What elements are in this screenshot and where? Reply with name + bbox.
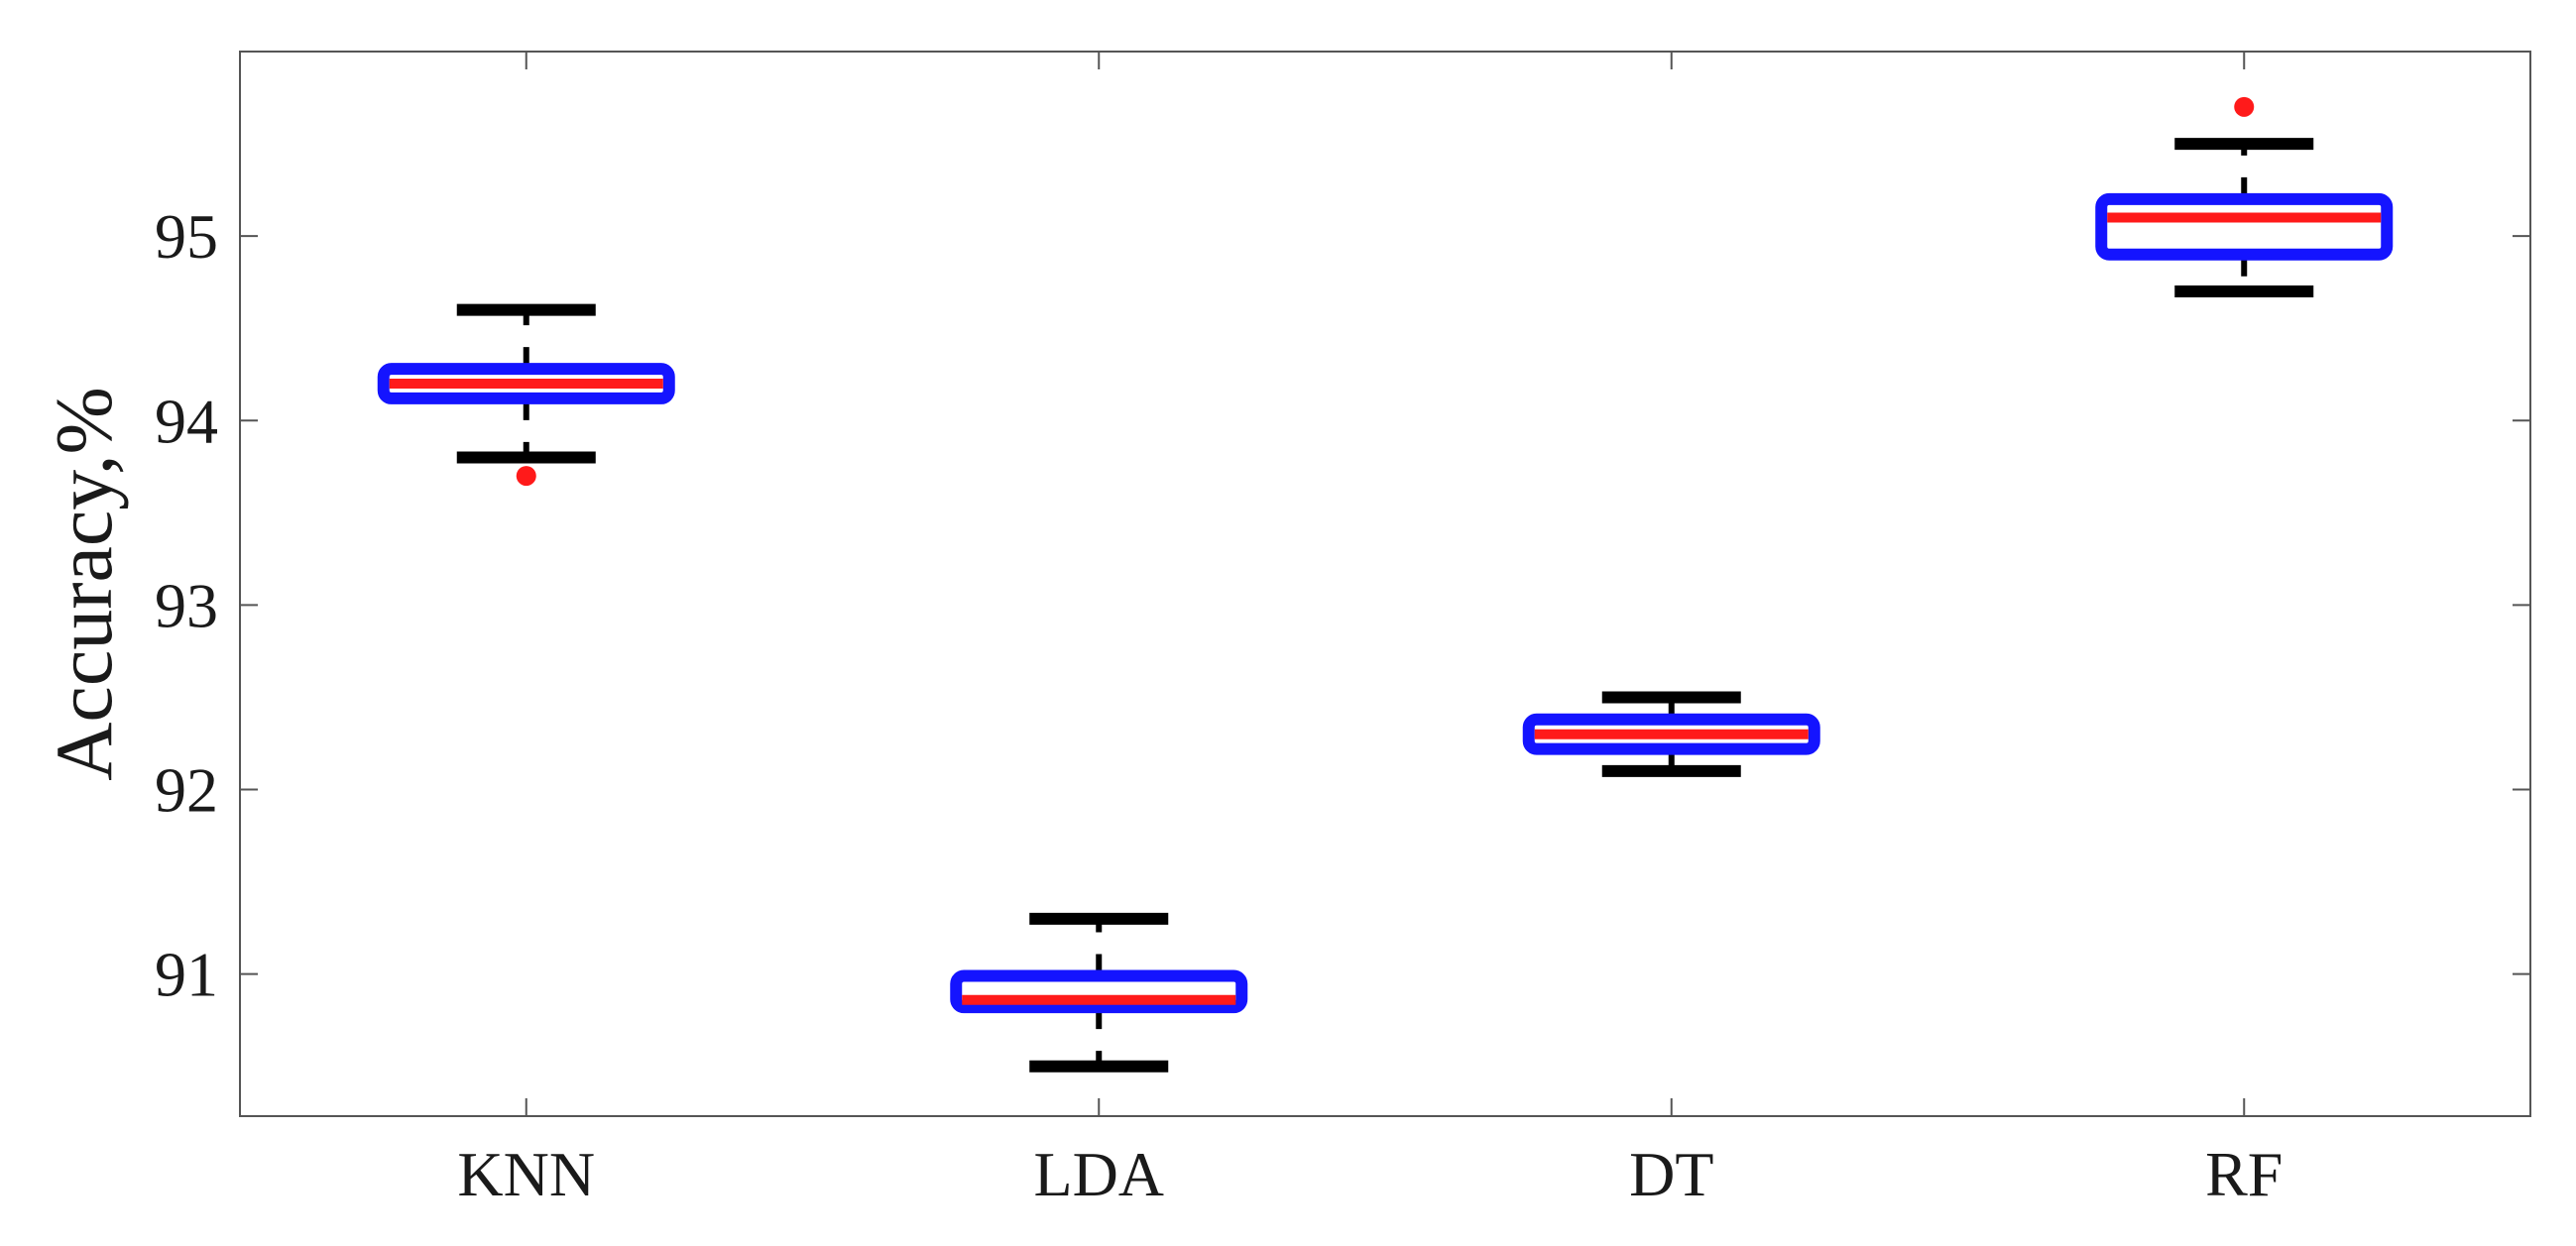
x-axis-ticks: KNN LDA DT RF <box>457 52 2283 1209</box>
x-tick-label: LDA <box>1033 1139 1164 1209</box>
y-tick-label: 93 <box>155 570 218 640</box>
box-series <box>377 96 2394 1073</box>
outlier-point <box>516 466 536 487</box>
y-tick-label: 94 <box>155 386 218 456</box>
y-axis-title: Accuracy,% <box>39 387 129 781</box>
x-tick-label: KNN <box>457 1139 595 1209</box>
y-axis-ticks: 91 92 93 94 95 <box>155 201 2530 1010</box>
box-lda <box>950 912 1248 1073</box>
y-tick-label: 91 <box>155 940 218 1010</box>
y-tick-label: 92 <box>155 755 218 826</box>
x-tick-label: RF <box>2205 1139 2283 1209</box>
plot-area-frame <box>239 51 2531 1117</box>
box-knn <box>377 303 675 487</box>
y-tick-label: 95 <box>155 201 218 272</box>
box-rf <box>2095 96 2394 297</box>
iqr-box <box>2095 192 2394 261</box>
box-dt <box>1522 691 1820 777</box>
outlier-point <box>2234 96 2255 117</box>
x-tick-label: DT <box>1629 1139 1713 1209</box>
